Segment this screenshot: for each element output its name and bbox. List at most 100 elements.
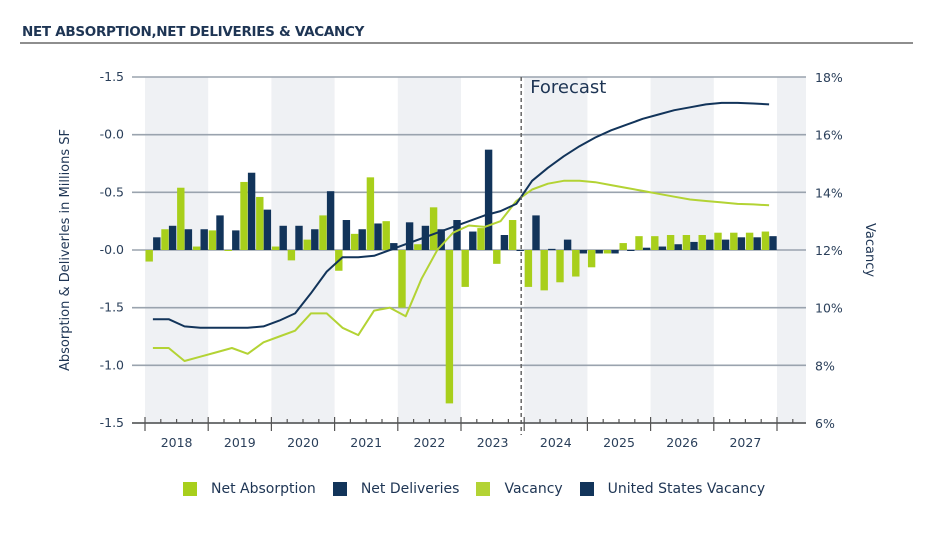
- bar-net-absorption: [730, 232, 738, 250]
- bar-net-absorption: [366, 177, 375, 250]
- bar-net-absorption: [303, 239, 311, 250]
- bar-net-absorption: [398, 250, 406, 308]
- legend-label: Vacancy: [504, 481, 563, 497]
- bar-net-absorption: [508, 220, 517, 250]
- legend-swatch-net-deliveries: [332, 482, 347, 496]
- bar-net-absorption: [208, 230, 217, 250]
- bar-net-absorption: [682, 235, 691, 250]
- bar-net-absorption: [540, 250, 548, 291]
- bar-net-absorption: [429, 207, 438, 250]
- bar-net-deliveries: [279, 225, 287, 250]
- x-tick-label: 2020: [287, 435, 319, 450]
- chart-title: NET ABSORPTION,NET DELIVERIES & VACANCY: [22, 24, 365, 40]
- bar-net-absorption: [635, 236, 643, 250]
- bar-net-absorption: [271, 246, 280, 250]
- x-tick-label: 2018: [161, 435, 193, 450]
- forecast-label: Forecast: [530, 77, 606, 98]
- bar-net-absorption: [287, 250, 296, 261]
- bar-net-deliveries: [168, 225, 177, 250]
- bar-net-deliveries: [595, 250, 603, 254]
- y-tick-label: -0.0: [100, 127, 124, 142]
- legend-swatch-net-absorption: [183, 482, 197, 496]
- bar-net-absorption: [761, 231, 770, 250]
- y2-axis-title: Vacancy: [862, 223, 877, 277]
- bar-net-deliveries: [690, 241, 698, 250]
- legend-label: Net Deliveries: [360, 481, 460, 497]
- legend-item-net-deliveries[interactable]: Net Deliveries: [332, 481, 460, 497]
- legend-swatch-vacancy: [476, 482, 491, 496]
- bar-net-absorption: [587, 250, 596, 268]
- bar-net-absorption: [382, 221, 390, 250]
- bar-net-deliveries: [737, 237, 746, 250]
- bar-net-absorption: [350, 233, 359, 250]
- legend-item-vacancy[interactable]: Vacancy: [476, 481, 563, 497]
- bar-net-absorption: [603, 250, 612, 254]
- bar-net-deliveries: [232, 230, 240, 250]
- y2-tick-label: 8%: [815, 358, 835, 373]
- x-tick-label: 2026: [666, 435, 698, 450]
- bar-net-absorption: [524, 250, 533, 287]
- y2-tick-label: 18%: [815, 70, 843, 85]
- bar-net-absorption: [698, 235, 706, 250]
- x-tick-label: 2022: [413, 435, 445, 450]
- bar-net-absorption: [572, 250, 580, 277]
- legend-label: United States Vacancy: [607, 481, 766, 497]
- y-tick-label: -0.0: [100, 242, 124, 257]
- bar-net-deliveries: [184, 229, 193, 250]
- legend: Net Absorption Net Deliveries Vacancy Un…: [183, 481, 782, 497]
- bar-net-absorption: [177, 187, 185, 250]
- y-tick-label: -0.5: [100, 184, 124, 199]
- y2-tick-label: 6%: [815, 416, 835, 431]
- bar-net-deliveries: [216, 215, 224, 250]
- y-tick-label: -1.5: [100, 300, 124, 315]
- legend-item-us-vacancy[interactable]: United States Vacancy: [579, 481, 766, 497]
- bar-net-absorption: [240, 181, 248, 250]
- y-tick-label: -1.5: [100, 69, 124, 84]
- legend-swatch-us-vacancy: [579, 482, 594, 496]
- bar-net-deliveries: [405, 222, 414, 250]
- bar-net-absorption: [493, 250, 501, 264]
- x-tick-label: 2025: [603, 435, 635, 450]
- bar-net-deliveries: [390, 243, 398, 250]
- line-us-vacancy: [152, 101, 770, 329]
- y2-tick-label: 10%: [815, 301, 843, 316]
- bar-net-deliveries: [484, 149, 493, 250]
- bar-net-deliveries: [627, 250, 635, 251]
- x-tick-label: 2019: [224, 435, 256, 450]
- bar-net-absorption: [161, 229, 169, 250]
- bar-net-deliveries: [295, 225, 303, 250]
- bar-net-deliveries: [579, 250, 588, 254]
- bar-net-deliveries: [611, 250, 619, 254]
- bar-net-deliveries: [532, 215, 540, 250]
- bar-net-deliveries: [247, 172, 256, 250]
- y2-tick-label: 16%: [815, 128, 843, 143]
- bar-net-absorption: [619, 243, 627, 250]
- bar-net-absorption: [319, 215, 327, 250]
- bar-net-deliveries: [642, 247, 651, 250]
- bar-net-deliveries: [674, 244, 682, 250]
- bar-net-deliveries: [500, 235, 509, 250]
- bar-net-deliveries: [374, 223, 382, 250]
- bar-net-absorption: [445, 250, 454, 404]
- y-axis-title: Absorption & Deliverles in Millions SF: [58, 129, 73, 371]
- y-tick-label: -1.5: [100, 415, 124, 430]
- x-tick-label: 2024: [540, 435, 572, 450]
- bar-net-deliveries: [153, 237, 161, 250]
- bar-net-absorption: [651, 236, 659, 250]
- legend-item-net-absorption[interactable]: Net Absorption: [183, 481, 316, 497]
- bar-net-deliveries: [263, 209, 272, 250]
- bar-net-deliveries: [563, 239, 572, 250]
- bar-net-deliveries: [437, 229, 445, 250]
- bar-net-deliveries: [548, 248, 556, 250]
- bar-net-absorption: [745, 232, 754, 250]
- bar-net-absorption: [256, 196, 264, 250]
- bar-net-deliveries: [342, 220, 351, 250]
- x-tick-label: 2027: [729, 435, 761, 450]
- bar-net-absorption: [414, 244, 422, 250]
- bar-net-deliveries: [706, 239, 714, 250]
- bar-net-deliveries: [753, 237, 761, 250]
- y2-tick-label: 14%: [815, 185, 843, 200]
- bar-net-absorption: [461, 250, 469, 287]
- legend-label: Net Absorption: [211, 481, 316, 497]
